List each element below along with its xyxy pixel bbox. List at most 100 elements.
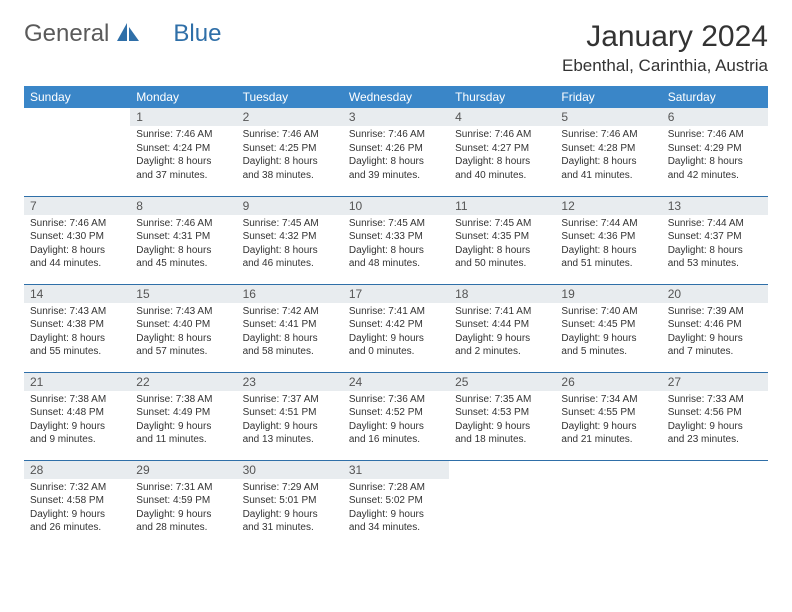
day-content: Sunrise: 7:38 AMSunset: 4:48 PMDaylight:… — [24, 391, 130, 451]
sunset-text: Sunset: 4:52 PM — [349, 406, 443, 420]
day-content: Sunrise: 7:36 AMSunset: 4:52 PMDaylight:… — [343, 391, 449, 451]
daylight-text: Daylight: 9 hours and 11 minutes. — [136, 420, 230, 447]
day-content: Sunrise: 7:31 AMSunset: 4:59 PMDaylight:… — [130, 479, 236, 539]
daylight-text: Daylight: 8 hours and 40 minutes. — [455, 155, 549, 182]
day-header: Wednesday — [343, 86, 449, 108]
day-number: 26 — [555, 373, 661, 391]
day-content: Sunrise: 7:46 AMSunset: 4:29 PMDaylight:… — [662, 126, 768, 186]
day-number: 31 — [343, 461, 449, 479]
sunset-text: Sunset: 5:02 PM — [349, 494, 443, 508]
sunset-text: Sunset: 4:40 PM — [136, 318, 230, 332]
calendar-day-cell — [555, 460, 661, 548]
calendar-day-cell: 3Sunrise: 7:46 AMSunset: 4:26 PMDaylight… — [343, 108, 449, 196]
day-number: 24 — [343, 373, 449, 391]
day-header: Saturday — [662, 86, 768, 108]
sunset-text: Sunset: 4:56 PM — [668, 406, 762, 420]
calendar-week-row: 7Sunrise: 7:46 AMSunset: 4:30 PMDaylight… — [24, 196, 768, 284]
day-number: 17 — [343, 285, 449, 303]
sunset-text: Sunset: 4:33 PM — [349, 230, 443, 244]
calendar-day-cell: 26Sunrise: 7:34 AMSunset: 4:55 PMDayligh… — [555, 372, 661, 460]
calendar-day-cell: 12Sunrise: 7:44 AMSunset: 4:36 PMDayligh… — [555, 196, 661, 284]
day-header-row: Sunday Monday Tuesday Wednesday Thursday… — [24, 86, 768, 108]
sunrise-text: Sunrise: 7:38 AM — [136, 393, 230, 407]
daylight-text: Daylight: 8 hours and 55 minutes. — [30, 332, 124, 359]
day-content: Sunrise: 7:33 AMSunset: 4:56 PMDaylight:… — [662, 391, 768, 451]
sunrise-text: Sunrise: 7:46 AM — [30, 217, 124, 231]
sunrise-text: Sunrise: 7:43 AM — [136, 305, 230, 319]
calendar-day-cell: 21Sunrise: 7:38 AMSunset: 4:48 PMDayligh… — [24, 372, 130, 460]
day-number: 18 — [449, 285, 555, 303]
day-number — [449, 461, 555, 465]
sunset-text: Sunset: 4:29 PM — [668, 142, 762, 156]
sunrise-text: Sunrise: 7:36 AM — [349, 393, 443, 407]
day-content: Sunrise: 7:45 AMSunset: 4:33 PMDaylight:… — [343, 215, 449, 275]
day-content: Sunrise: 7:46 AMSunset: 4:28 PMDaylight:… — [555, 126, 661, 186]
day-header: Tuesday — [237, 86, 343, 108]
sunset-text: Sunset: 4:37 PM — [668, 230, 762, 244]
day-content: Sunrise: 7:46 AMSunset: 4:30 PMDaylight:… — [24, 215, 130, 275]
day-number: 23 — [237, 373, 343, 391]
daylight-text: Daylight: 9 hours and 18 minutes. — [455, 420, 549, 447]
logo: General Blue — [24, 20, 221, 48]
daylight-text: Daylight: 8 hours and 53 minutes. — [668, 244, 762, 271]
calendar-week-row: 1Sunrise: 7:46 AMSunset: 4:24 PMDaylight… — [24, 108, 768, 196]
day-number: 9 — [237, 197, 343, 215]
title-block: January 2024 Ebenthal, Carinthia, Austri… — [562, 20, 768, 76]
daylight-text: Daylight: 8 hours and 57 minutes. — [136, 332, 230, 359]
sunrise-text: Sunrise: 7:37 AM — [243, 393, 337, 407]
sunrise-text: Sunrise: 7:31 AM — [136, 481, 230, 495]
calendar-day-cell: 15Sunrise: 7:43 AMSunset: 4:40 PMDayligh… — [130, 284, 236, 372]
sunrise-text: Sunrise: 7:46 AM — [136, 217, 230, 231]
daylight-text: Daylight: 8 hours and 38 minutes. — [243, 155, 337, 182]
sunset-text: Sunset: 4:46 PM — [668, 318, 762, 332]
daylight-text: Daylight: 9 hours and 9 minutes. — [30, 420, 124, 447]
day-content: Sunrise: 7:43 AMSunset: 4:38 PMDaylight:… — [24, 303, 130, 363]
calendar-day-cell: 27Sunrise: 7:33 AMSunset: 4:56 PMDayligh… — [662, 372, 768, 460]
daylight-text: Daylight: 8 hours and 58 minutes. — [243, 332, 337, 359]
sunrise-text: Sunrise: 7:39 AM — [668, 305, 762, 319]
calendar-day-cell: 7Sunrise: 7:46 AMSunset: 4:30 PMDaylight… — [24, 196, 130, 284]
day-number: 25 — [449, 373, 555, 391]
day-content: Sunrise: 7:46 AMSunset: 4:25 PMDaylight:… — [237, 126, 343, 186]
sunset-text: Sunset: 4:59 PM — [136, 494, 230, 508]
day-content: Sunrise: 7:38 AMSunset: 4:49 PMDaylight:… — [130, 391, 236, 451]
sunrise-text: Sunrise: 7:44 AM — [561, 217, 655, 231]
calendar-day-cell: 17Sunrise: 7:41 AMSunset: 4:42 PMDayligh… — [343, 284, 449, 372]
calendar-day-cell: 11Sunrise: 7:45 AMSunset: 4:35 PMDayligh… — [449, 196, 555, 284]
logo-text-general: General — [24, 20, 109, 48]
logo-sail-icon — [115, 21, 141, 48]
sunrise-text: Sunrise: 7:46 AM — [455, 128, 549, 142]
day-number: 21 — [24, 373, 130, 391]
sunrise-text: Sunrise: 7:41 AM — [349, 305, 443, 319]
day-number: 16 — [237, 285, 343, 303]
calendar-day-cell: 1Sunrise: 7:46 AMSunset: 4:24 PMDaylight… — [130, 108, 236, 196]
sunset-text: Sunset: 4:24 PM — [136, 142, 230, 156]
daylight-text: Daylight: 9 hours and 16 minutes. — [349, 420, 443, 447]
day-number: 3 — [343, 108, 449, 126]
day-content: Sunrise: 7:46 AMSunset: 4:26 PMDaylight:… — [343, 126, 449, 186]
sunrise-text: Sunrise: 7:43 AM — [30, 305, 124, 319]
daylight-text: Daylight: 9 hours and 7 minutes. — [668, 332, 762, 359]
day-number: 6 — [662, 108, 768, 126]
daylight-text: Daylight: 8 hours and 50 minutes. — [455, 244, 549, 271]
daylight-text: Daylight: 9 hours and 28 minutes. — [136, 508, 230, 535]
location-label: Ebenthal, Carinthia, Austria — [562, 56, 768, 76]
daylight-text: Daylight: 8 hours and 37 minutes. — [136, 155, 230, 182]
sunset-text: Sunset: 4:25 PM — [243, 142, 337, 156]
sunrise-text: Sunrise: 7:42 AM — [243, 305, 337, 319]
daylight-text: Daylight: 9 hours and 34 minutes. — [349, 508, 443, 535]
sunset-text: Sunset: 4:27 PM — [455, 142, 549, 156]
day-number: 28 — [24, 461, 130, 479]
calendar-day-cell: 24Sunrise: 7:36 AMSunset: 4:52 PMDayligh… — [343, 372, 449, 460]
calendar-day-cell: 29Sunrise: 7:31 AMSunset: 4:59 PMDayligh… — [130, 460, 236, 548]
calendar-day-cell: 8Sunrise: 7:46 AMSunset: 4:31 PMDaylight… — [130, 196, 236, 284]
calendar-day-cell: 23Sunrise: 7:37 AMSunset: 4:51 PMDayligh… — [237, 372, 343, 460]
day-number: 27 — [662, 373, 768, 391]
day-content: Sunrise: 7:37 AMSunset: 4:51 PMDaylight:… — [237, 391, 343, 451]
calendar-day-cell — [449, 460, 555, 548]
daylight-text: Daylight: 9 hours and 31 minutes. — [243, 508, 337, 535]
calendar-day-cell: 16Sunrise: 7:42 AMSunset: 4:41 PMDayligh… — [237, 284, 343, 372]
daylight-text: Daylight: 8 hours and 44 minutes. — [30, 244, 124, 271]
sunrise-text: Sunrise: 7:46 AM — [136, 128, 230, 142]
calendar-day-cell: 20Sunrise: 7:39 AMSunset: 4:46 PMDayligh… — [662, 284, 768, 372]
